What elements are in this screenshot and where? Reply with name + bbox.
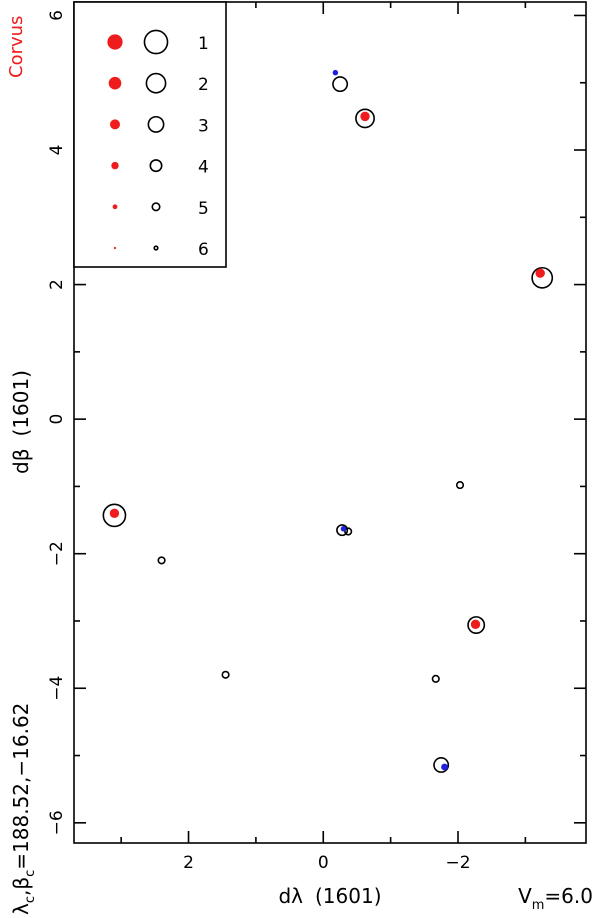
x-axis-symbol: dλ (278, 884, 303, 908)
star-open-circle (344, 527, 353, 536)
y-tick-label: 2 (47, 279, 67, 290)
legend-magnitude-label: 4 (198, 158, 209, 178)
center-lambda: λ (9, 903, 33, 915)
y-axis-title: dβ (1601) (9, 370, 33, 474)
center-comma: , (9, 890, 33, 896)
red-star-dot (470, 619, 481, 630)
vmag-prefix: V (518, 884, 532, 908)
y-tick-label: −6 (47, 810, 67, 835)
plot-frame (73, 1, 587, 844)
legend-red-dot (110, 119, 120, 130)
legend-magnitude-label: 6 (198, 240, 209, 260)
y-tick-label: 6 (47, 10, 67, 21)
star-markers (102, 69, 554, 773)
center-beta-subscript: c (23, 870, 38, 877)
y-tick-label: 4 (47, 145, 67, 156)
star-open-circle (102, 503, 127, 528)
red-star-dot (109, 508, 120, 519)
star-open-circle (221, 670, 230, 679)
center-lambda-subscript: c (23, 896, 38, 903)
x-tick-label: 2 (183, 853, 194, 873)
star-open-circle (531, 266, 554, 289)
x-axis-title: dλ (1601) (278, 884, 381, 908)
y-axis-symbol: dβ (9, 449, 33, 474)
legend-red-dot (108, 76, 122, 90)
constellation-name: Corvus (6, 16, 27, 78)
legend-magnitude-label: 5 (198, 199, 209, 219)
x-tick-label: 0 (318, 853, 329, 873)
legend-open-circle (151, 202, 161, 212)
x-tick-label: −2 (445, 853, 470, 873)
legend-open-circle (149, 159, 163, 173)
legend-open-circle (145, 72, 167, 94)
vmag-subscript: m (532, 898, 545, 913)
star-open-circle (332, 76, 349, 93)
legend-red-dot (111, 161, 119, 170)
blue-star-dot (340, 526, 347, 532)
center-values: =188.52,−16.62 (9, 703, 33, 870)
legend-box (73, 1, 227, 268)
legend-magnitude-label: 2 (198, 75, 209, 95)
legend-magnitude-label: 3 (198, 116, 209, 136)
star-open-circle (433, 756, 450, 773)
vmag-value: =6.0 (544, 884, 593, 908)
y-tick-label: −2 (47, 541, 67, 566)
legend-open-circle (147, 115, 165, 133)
star-open-circle (336, 524, 349, 537)
legend-red-dot (113, 246, 117, 250)
legend-open-circle (153, 245, 159, 251)
y-tick-label: −4 (47, 676, 67, 701)
blue-star-dot (332, 69, 339, 76)
star-open-circle (431, 674, 440, 683)
star-open-circle (467, 616, 486, 634)
blue-star-dot (441, 763, 448, 771)
legend-magnitude-label: 1 (198, 34, 209, 54)
y-tick-label: 0 (47, 414, 67, 425)
center-beta: β (9, 877, 33, 890)
star-open-circle (355, 108, 375, 129)
magnitude-legend: 1 2 3 4 5 6 (107, 29, 209, 260)
legend-red-dot (112, 204, 118, 210)
limiting-magnitude-label: Vm=6.0 (518, 884, 593, 913)
y-axis-unit: (1601) (9, 370, 33, 437)
star-open-circle (455, 480, 465, 490)
legend-open-circle (143, 29, 169, 55)
legend-red-dot (107, 34, 123, 50)
center-coordinates-label: λc,βc=188.52,−16.62 (9, 703, 38, 915)
axis-tick-labels: 2 0 −2 6 4 2 0 −2 −4 −6 (47, 10, 471, 873)
x-axis-unit: (1601) (315, 884, 382, 908)
star-open-circle (157, 556, 166, 565)
red-star-dot (360, 111, 370, 122)
red-star-dot (535, 268, 545, 278)
